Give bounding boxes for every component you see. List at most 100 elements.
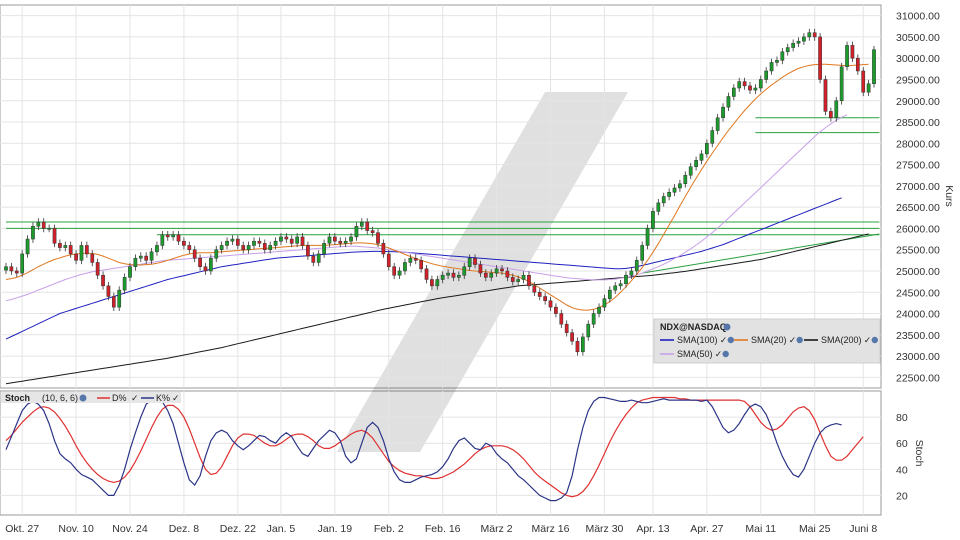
candle (575, 337, 580, 356)
candle (252, 237, 256, 250)
candle (187, 241, 192, 254)
candle (370, 226, 375, 237)
x-tick-label: Dez. 22 (220, 523, 256, 535)
stoch-series-k-label: K% (156, 393, 170, 403)
candle (602, 294, 607, 311)
candle (306, 241, 310, 260)
candle (4, 262, 8, 274)
candle (667, 188, 671, 201)
candle (333, 233, 337, 246)
stoch-params[interactable]: (10, 6, 6) (42, 393, 78, 403)
candle (532, 282, 537, 297)
candle (63, 241, 68, 252)
candle (106, 282, 111, 301)
candle (408, 254, 413, 267)
candle (160, 230, 165, 250)
legend-label: SMA(20) (751, 335, 787, 345)
globe-icon[interactable] (722, 350, 729, 358)
candle (327, 233, 332, 248)
check-icon[interactable]: ✓ (715, 349, 723, 359)
candle (645, 224, 650, 250)
legend-entry-sma20[interactable]: SMA(20) ✓ (734, 335, 803, 345)
candle (688, 162, 693, 180)
x-tick-label: Apr. 13 (636, 523, 669, 535)
stoch-y-tick-label: 60 (896, 438, 908, 450)
candle (850, 41, 855, 63)
candle (640, 241, 645, 265)
candle (257, 237, 262, 248)
y-tick-label: 28000.00 (896, 138, 940, 150)
candle (597, 303, 601, 318)
y-axis-label-stoch: Stoch (913, 440, 925, 467)
legend-entry-sma100[interactable]: SMA(100) ✓ (660, 335, 734, 345)
check-icon[interactable]: ✓ (720, 335, 728, 345)
candle (289, 235, 294, 248)
candle (90, 250, 95, 267)
candle (807, 28, 812, 41)
candle (570, 328, 574, 346)
check-icon[interactable]: ✓ (172, 393, 180, 403)
candle (683, 171, 688, 188)
candle (9, 262, 14, 275)
candle (214, 245, 219, 263)
candle (721, 103, 725, 122)
globe-icon[interactable] (79, 394, 87, 402)
legend-label: SMA(100) (677, 335, 718, 345)
candle (694, 156, 698, 171)
candle (392, 262, 397, 280)
candle (834, 96, 839, 122)
candle (510, 273, 515, 286)
candle (14, 267, 19, 277)
candle (122, 273, 127, 294)
stoch-series-d-label: D% (112, 393, 127, 403)
candle (780, 47, 785, 65)
candle (354, 222, 359, 241)
candle (440, 271, 445, 284)
stoch-title: Stoch (5, 393, 30, 403)
candle (818, 33, 822, 84)
candle (295, 233, 299, 248)
candle (581, 333, 585, 356)
candle (543, 292, 547, 305)
legend-symbol: NDX@NASDAQ (660, 322, 727, 332)
candle (95, 258, 100, 280)
globe-icon[interactable] (723, 323, 731, 331)
y-tick-label: 27500.00 (896, 160, 940, 172)
y-tick-label: 24500.00 (896, 287, 940, 299)
check-icon[interactable]: ✓ (864, 335, 872, 345)
stoch-y-tick-label: 20 (896, 490, 908, 502)
candle (31, 222, 35, 243)
x-tick-label: Feb. 2 (374, 523, 404, 535)
y-tick-label: 30000.00 (896, 53, 940, 65)
x-tick-label: Nov. 10 (58, 523, 94, 535)
candle (52, 224, 57, 248)
candle (273, 237, 278, 250)
globe-icon[interactable] (727, 336, 734, 344)
candle (559, 309, 564, 328)
candle (591, 309, 596, 328)
candle (149, 247, 154, 265)
candle (775, 56, 779, 67)
globe-icon[interactable] (796, 336, 803, 344)
candle (268, 241, 273, 254)
check-icon[interactable]: ✓ (789, 335, 797, 345)
candle (20, 250, 25, 277)
y-tick-label: 28500.00 (896, 117, 940, 129)
x-tick-label: Mai 11 (745, 523, 776, 535)
candle (85, 241, 89, 258)
candle (381, 239, 386, 258)
candle (516, 275, 521, 286)
candle (79, 241, 84, 265)
globe-icon[interactable] (871, 336, 878, 344)
legend-label: SMA(50) (677, 349, 713, 359)
check-icon[interactable]: ✓ (131, 393, 139, 403)
candle (235, 235, 240, 250)
legend-entry-sma50[interactable]: SMA(50) ✓ (660, 349, 729, 359)
candle (262, 239, 267, 254)
legend-entry-sma200[interactable]: SMA(200) ✓ (804, 335, 878, 345)
candle (634, 256, 639, 275)
candle (823, 75, 828, 116)
candle (731, 84, 736, 101)
candle (527, 271, 531, 290)
y-tick-label: 25000.00 (896, 266, 940, 278)
